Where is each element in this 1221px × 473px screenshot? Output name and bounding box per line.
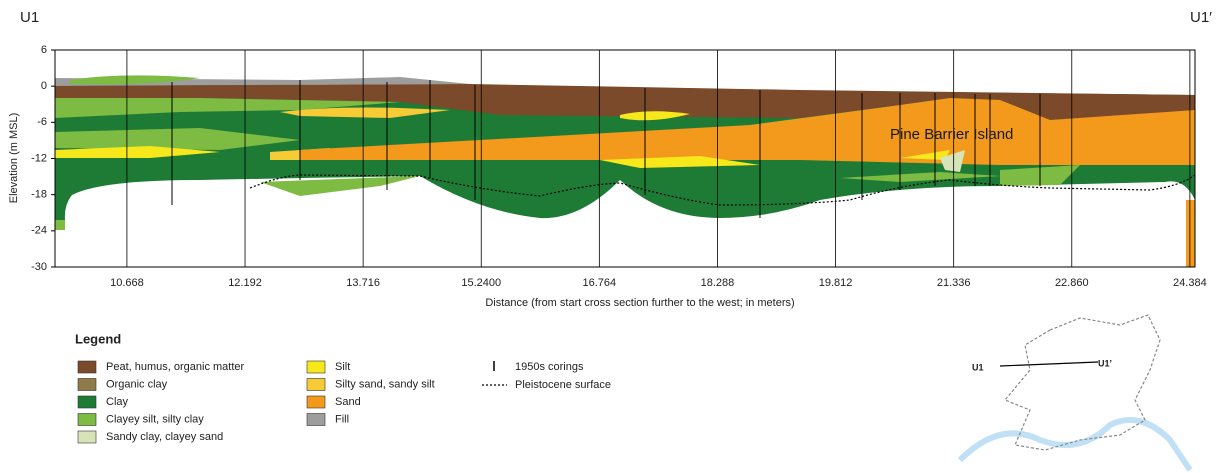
map-start-label: U1 [972, 362, 984, 372]
legend-swatch [78, 361, 96, 373]
legend-label: Sand [335, 396, 361, 408]
legend-swatch [307, 396, 325, 408]
x-tick-label: 13.716 [346, 277, 380, 289]
legend-label: Silty sand, sandy silt [335, 378, 435, 390]
legend-swatch [78, 396, 96, 408]
legend-title: Legend [75, 331, 121, 346]
x-tick-label: 10.668 [110, 277, 144, 289]
legend-swatch [78, 414, 96, 426]
section-start-label: U1 [20, 9, 39, 26]
legend-label: 1950s corings [515, 361, 584, 373]
y-tick-label: -18 [31, 189, 47, 201]
legend-label: Clay [106, 396, 129, 408]
location-map: U1 U1’ [960, 315, 1190, 470]
legend-swatch [78, 379, 96, 391]
x-axis-label: Distance (from start cross section furth… [485, 297, 794, 309]
legend-label: Peat, humus, organic matter [106, 361, 245, 373]
legend-label: Clayey silt, silty clay [106, 413, 204, 425]
y-tick-label: 0 [41, 80, 47, 92]
cross-section [55, 75, 1195, 267]
legend-label: Sandy clay, clayey sand [106, 431, 223, 443]
annotation: Pine Barrier Island [890, 126, 1013, 143]
legend-swatch [78, 431, 96, 443]
y-tick-label: -6 [37, 116, 47, 128]
legend-swatch [307, 414, 325, 426]
x-tick-label: 15.2400 [461, 277, 501, 289]
x-tick-label: 19.812 [819, 277, 853, 289]
legend-label: Fill [335, 413, 349, 425]
x-tick-label: 16.764 [583, 277, 617, 289]
figure: U1 U1′ [0, 0, 1221, 473]
legend-label: Silt [335, 361, 350, 373]
x-tick-label: 18.288 [701, 277, 735, 289]
y-axis-label: Elevation (m MSL) [8, 113, 20, 203]
x-tick-label: 12.192 [228, 277, 262, 289]
legend-swatch [307, 379, 325, 391]
legend-label: Pleistocene surface [515, 379, 611, 391]
x-tick-label: 22.860 [1055, 277, 1089, 289]
legend: Legend 1950s corings Pleistocene surface… [75, 331, 611, 443]
y-tick-label: -24 [31, 225, 47, 237]
y-tick-label: 6 [41, 44, 47, 56]
legend-label: Organic clay [106, 378, 168, 390]
section-end-label: U1′ [1190, 9, 1212, 26]
map-end-label: U1’ [1098, 358, 1112, 368]
page: {"header": {"left_label": "U1", "right_l… [0, 0, 1221, 473]
legend-swatch [307, 361, 325, 373]
y-tick-label: -30 [31, 261, 47, 273]
y-tick-label: -12 [31, 152, 47, 164]
x-tick-label: 21.336 [937, 277, 971, 289]
x-tick-label: 24.384 [1173, 277, 1207, 289]
